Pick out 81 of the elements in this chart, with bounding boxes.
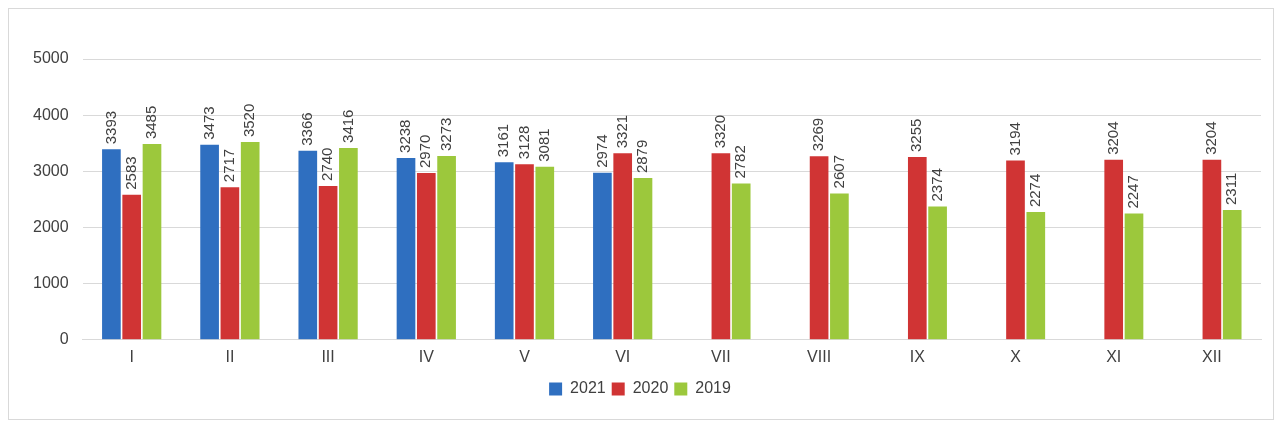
y-tick-label: 4000: [33, 105, 69, 123]
data-label: 2740: [318, 147, 336, 181]
x-tick-label: IX: [909, 347, 926, 365]
data-label: 3273: [436, 117, 454, 151]
data-label: 3393: [101, 110, 119, 145]
y-tick-label: 2000: [33, 217, 69, 235]
data-label: 3238: [396, 119, 414, 153]
bar: [240, 142, 260, 340]
data-label: 2607: [829, 155, 847, 189]
bar: [1202, 159, 1222, 340]
bar: [298, 150, 318, 340]
data-label: 2879: [633, 139, 651, 174]
data-label: 3081: [534, 128, 552, 162]
bar: [416, 173, 436, 340]
bar: [142, 144, 162, 340]
bar: [593, 172, 612, 340]
x-tick-label: VIII: [807, 347, 832, 365]
bar: [731, 183, 751, 340]
bar: [515, 164, 534, 340]
x-tick-label: IV: [418, 347, 435, 365]
bar: [200, 144, 219, 340]
bar: [396, 157, 416, 340]
data-label: 3485: [142, 105, 160, 140]
y-tick-label: 5000: [33, 49, 69, 67]
x-tick-label: III: [321, 347, 335, 365]
bar: [1006, 160, 1025, 340]
x-tick-label: I: [129, 347, 134, 365]
data-label: 3269: [809, 117, 827, 152]
data-label: 2583: [121, 156, 139, 190]
bar: [318, 185, 338, 340]
bar: [1026, 212, 1046, 340]
data-label: 3128: [514, 125, 532, 160]
bar: [102, 149, 121, 340]
x-tick-label: VII: [711, 347, 731, 365]
bar: [220, 187, 240, 340]
bar: [1124, 213, 1144, 340]
legend-label: 2019: [695, 379, 731, 397]
y-tick-label: 3000: [33, 161, 69, 179]
data-label: 3255: [907, 118, 925, 152]
bar: [122, 194, 142, 340]
x-tick-label: VI: [615, 347, 631, 365]
bar: [1222, 210, 1242, 340]
data-label: 2247: [1124, 175, 1142, 209]
data-label: 2717: [220, 148, 238, 183]
data-label: 2970: [416, 134, 434, 168]
x-tick-label: XI: [1106, 347, 1122, 365]
bar: [1104, 159, 1124, 340]
bar: [494, 162, 514, 340]
y-tick-label: 1000: [33, 274, 69, 292]
data-label: 3473: [199, 106, 217, 140]
x-tick-label: X: [1010, 347, 1022, 365]
y-tick-label: 0: [59, 330, 69, 348]
bar: [633, 178, 653, 340]
bar: [437, 155, 456, 340]
data-label: 3520: [240, 103, 258, 138]
x-tick-label: V: [519, 347, 531, 365]
data-label: 2974: [592, 134, 610, 168]
legend-label: 2020: [632, 379, 669, 397]
bar: [535, 166, 555, 340]
data-label: 3366: [297, 112, 315, 146]
data-label: 3321: [612, 114, 630, 149]
bar: [830, 193, 849, 340]
data-label: 3204: [1202, 121, 1220, 155]
data-label: 2374: [927, 168, 945, 202]
x-tick-label: XII: [1202, 347, 1222, 365]
legend-label: 2021: [570, 379, 606, 397]
bar: [809, 156, 829, 340]
bar: [613, 153, 633, 340]
bar: [339, 147, 358, 340]
data-label: 3161: [494, 123, 512, 158]
bar: [711, 153, 731, 340]
bar: [928, 206, 947, 340]
data-label: 2274: [1025, 173, 1043, 208]
bar: [907, 157, 927, 340]
data-label: 3204: [1103, 121, 1121, 155]
data-label: 3320: [711, 114, 729, 149]
x-tick-label: II: [225, 347, 235, 365]
data-label: 2782: [731, 145, 749, 179]
data-label: 3416: [338, 109, 356, 143]
data-label: 2311: [1222, 172, 1240, 206]
data-label: 3194: [1005, 122, 1023, 156]
